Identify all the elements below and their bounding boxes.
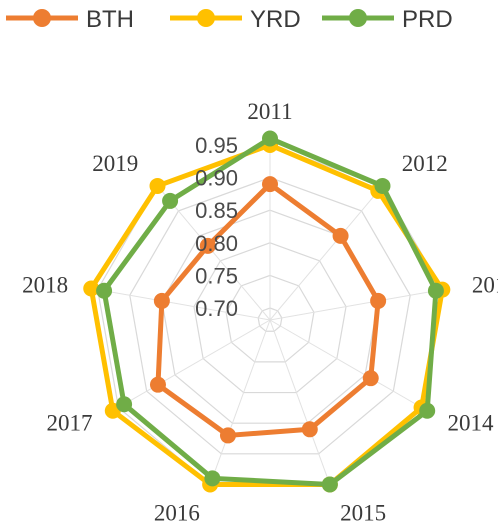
category-label-2011: 2011	[247, 99, 292, 124]
tick-label-0.85: 0.85	[195, 198, 238, 223]
point-BTH-2018	[153, 292, 170, 309]
category-label-2015: 2015	[340, 501, 386, 526]
legend-item-BTH: BTH	[6, 6, 134, 33]
legend-swatch-marker-PRD	[349, 9, 367, 27]
category-label-2016: 2016	[154, 501, 200, 526]
point-BTH-2015	[301, 421, 318, 438]
tick-label-0.75: 0.75	[195, 263, 238, 288]
category-label-2012: 2012	[402, 151, 448, 176]
point-BTH-2017	[149, 376, 166, 393]
category-label-2017: 2017	[46, 411, 92, 436]
grid-ring-0	[257, 307, 283, 332]
grid-ring-4	[129, 176, 411, 455]
grid-spoke-2012	[269, 185, 383, 321]
legend-item-YRD: YRD	[170, 6, 301, 33]
point-PRD-2012	[374, 177, 391, 194]
point-PRD-2015	[321, 476, 338, 493]
tick-label-0.70: 0.70	[195, 296, 238, 321]
category-labels: 2011 2012 2013 2014 2015 2016 2017 2018 2019	[22, 99, 498, 526]
tick-label-0.95: 0.95	[195, 133, 238, 158]
grid-spoke-2014	[269, 319, 422, 408]
category-label-2014: 2014	[448, 411, 495, 436]
series-line-PRD	[101, 135, 439, 487]
point-PRD-2014	[419, 402, 436, 419]
point-YRD-2018	[83, 280, 100, 297]
point-PRD-2019	[162, 192, 179, 209]
point-PRD-2018	[96, 282, 113, 299]
legend: BTH YRD PRD	[6, 6, 453, 33]
category-label-2013: 2013	[472, 272, 498, 297]
grid-spoke-2015	[269, 319, 331, 485]
series-line-BTH	[155, 181, 381, 438]
point-BTH-2014	[362, 370, 379, 387]
point-BTH-2013	[370, 292, 387, 309]
point-BTH-2012	[332, 227, 349, 244]
grid-spoke-2017	[118, 319, 271, 408]
radial-tick-labels: 0.70 0.75 0.80 0.85 0.90 0.95	[195, 133, 238, 321]
point-BTH-2011	[262, 176, 278, 193]
series-PRD	[96, 130, 444, 493]
grid-spoke-2019	[157, 185, 271, 321]
legend-swatch-marker-BTH	[33, 9, 51, 27]
legend-swatch-marker-YRD	[197, 9, 215, 27]
point-PRD-2017	[116, 396, 133, 413]
series-layer	[83, 130, 451, 493]
grid-spoke-2018	[97, 289, 271, 321]
legend-label-YRD: YRD	[250, 6, 301, 33]
point-PRD-2011	[262, 130, 278, 147]
point-PRD-2013	[427, 282, 444, 299]
point-BTH-2019	[199, 237, 216, 254]
point-PRD-2016	[204, 470, 221, 487]
legend-label-PRD: PRD	[402, 6, 453, 33]
grid-spoke-2016	[209, 319, 271, 485]
tick-label-0.90: 0.90	[195, 166, 238, 191]
grid-ring-1	[225, 274, 315, 363]
point-YRD-2019	[149, 177, 166, 194]
legend-item-PRD: PRD	[322, 6, 453, 33]
grid-ring-2	[193, 242, 347, 394]
legend-label-BTH: BTH	[86, 6, 134, 33]
point-BTH-2016	[219, 427, 236, 444]
grid-spoke-2013	[269, 289, 443, 321]
category-label-2019: 2019	[92, 151, 138, 176]
tick-label-0.80: 0.80	[195, 231, 238, 256]
series-BTH	[149, 176, 387, 444]
category-label-2018: 2018	[22, 272, 68, 297]
